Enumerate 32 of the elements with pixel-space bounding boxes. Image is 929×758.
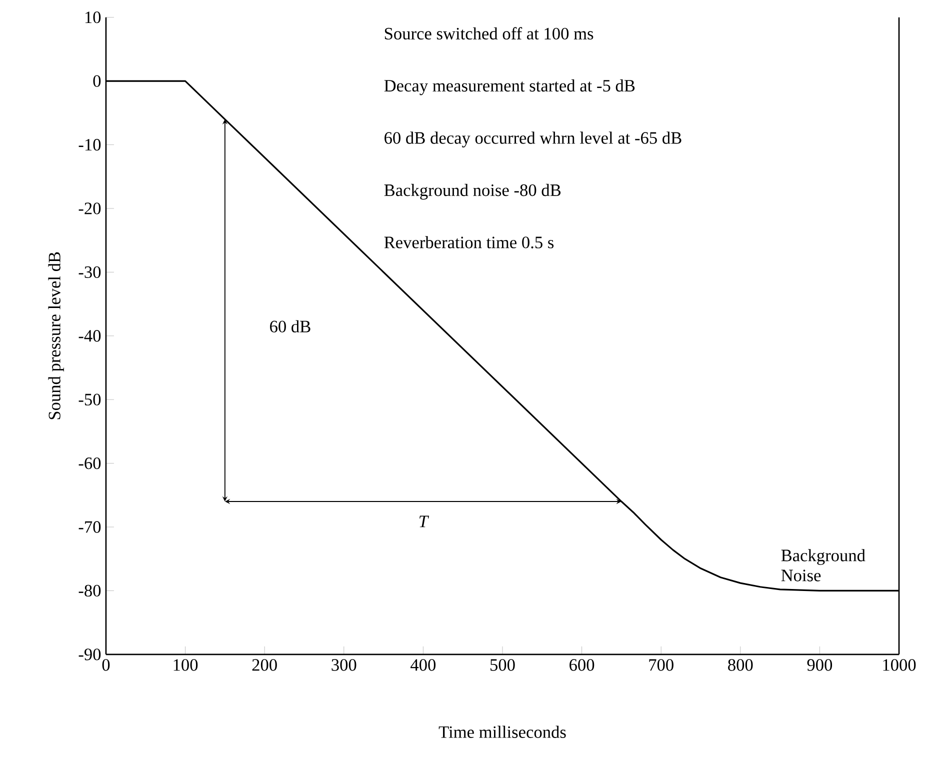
x-tick-label: 700 xyxy=(649,659,674,671)
x-tick-label: 900 xyxy=(807,659,832,671)
y-tick-label: -10 xyxy=(78,139,101,151)
y-tick-label: 10 xyxy=(85,12,101,24)
x-tick-label: 500 xyxy=(490,659,515,671)
y-tick-label: -50 xyxy=(78,394,101,406)
y-tick-label: -80 xyxy=(78,585,101,597)
y-tick-label: -60 xyxy=(78,458,101,470)
annotation: 60 dB xyxy=(270,320,310,333)
annotation: T xyxy=(419,516,430,528)
x-tick-label: 100 xyxy=(174,659,198,671)
x-tick-label: 200 xyxy=(252,659,277,671)
y-tick-label: -90 xyxy=(78,648,101,660)
x-tick-label: 0 xyxy=(102,659,110,671)
annotation: Background Noise xyxy=(781,549,866,582)
y-tick-label: -20 xyxy=(78,202,101,214)
y-tick-label: -30 xyxy=(78,266,101,278)
y-tick-label: 0 xyxy=(93,75,101,88)
x-tick-label: 400 xyxy=(410,659,436,671)
y-tick-label: -70 xyxy=(78,521,101,533)
x-axis-title: Time milliseconds xyxy=(438,726,566,738)
x-tick-label: 800 xyxy=(728,659,753,671)
x-tick-label: 1000 xyxy=(883,659,916,671)
x-tick-label: 600 xyxy=(570,659,594,671)
annotation: Source switched off at 100 ms xyxy=(384,27,594,40)
y-tick-label: -40 xyxy=(78,330,101,342)
y-axis-title: Sound pressure level dB xyxy=(48,252,64,420)
annotation: Background noise -80 dB xyxy=(384,184,561,200)
x-tick-label: 300 xyxy=(332,659,356,671)
annotation: Reverberation time 0.5 s xyxy=(384,236,554,249)
annotation: Decay measurement started at -5 dB xyxy=(384,80,635,96)
annotation: 60 dB decay occurred whrn level at -65 dB xyxy=(384,132,682,148)
